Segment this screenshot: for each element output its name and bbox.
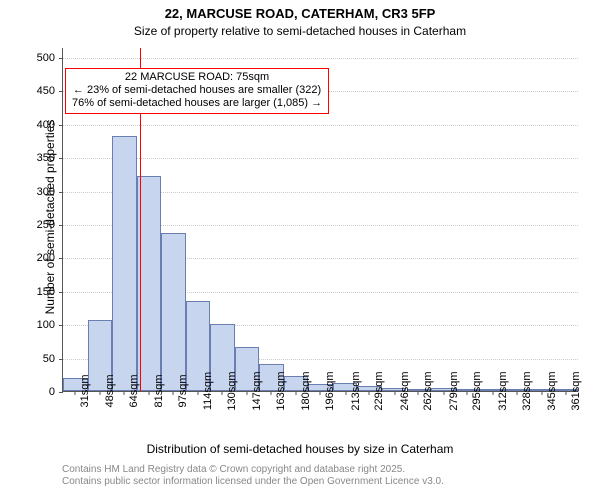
footer-attribution: Contains HM Land Registry data © Crown c… <box>62 464 444 488</box>
histogram-bar <box>161 233 186 391</box>
ytick-label: 450 <box>37 85 63 97</box>
histogram-bar <box>112 136 137 391</box>
xtick-label: 81sqm <box>149 374 165 407</box>
chart-subtitle: Size of property relative to semi-detach… <box>0 24 600 38</box>
xtick-label: 196sqm <box>320 371 336 410</box>
ytick-label: 350 <box>37 152 63 164</box>
ytick-label: 300 <box>37 186 63 198</box>
xtick-label: 262sqm <box>418 371 434 410</box>
ytick-label: 0 <box>49 386 63 398</box>
xtick-label: 312sqm <box>493 371 509 410</box>
annotation-line1: 22 MARCUSE ROAD: 75sqm <box>72 71 322 84</box>
xtick-label: 97sqm <box>173 374 189 407</box>
xtick-label: 163sqm <box>271 371 287 410</box>
xtick-label: 180sqm <box>296 371 312 410</box>
footer-line2: Contains public sector information licen… <box>62 476 444 488</box>
xtick-label: 213sqm <box>346 371 362 410</box>
xtick-label: 345sqm <box>542 371 558 410</box>
chart-container: 22, MARCUSE ROAD, CATERHAM, CR3 5FP Size… <box>0 0 600 500</box>
xtick-label: 279sqm <box>444 371 460 410</box>
ytick-label: 400 <box>37 119 63 131</box>
x-axis-label: Distribution of semi-detached houses by … <box>0 442 600 456</box>
footer-line1: Contains HM Land Registry data © Crown c… <box>62 464 444 476</box>
ytick-label: 500 <box>37 52 63 64</box>
ytick-label: 200 <box>37 252 63 264</box>
ytick-label: 100 <box>37 319 63 331</box>
xtick-label: 130sqm <box>222 371 238 410</box>
xtick-label: 361sqm <box>566 371 582 410</box>
xtick-label: 147sqm <box>247 371 263 410</box>
annotation-line3: 76% of semi-detached houses are larger (… <box>72 97 322 110</box>
xtick-label: 328sqm <box>517 371 533 410</box>
plot-area: 05010015020025030035040045050022 MARCUSE… <box>62 48 578 392</box>
xtick-label: 246sqm <box>395 371 411 410</box>
annotation-line2: ← 23% of semi-detached houses are smalle… <box>72 84 322 97</box>
xtick-label: 114sqm <box>198 372 214 410</box>
xtick-label: 295sqm <box>467 371 483 410</box>
xtick-label: 48sqm <box>100 374 116 407</box>
ytick-label: 50 <box>43 353 63 365</box>
chart-title: 22, MARCUSE ROAD, CATERHAM, CR3 5FP <box>0 6 600 21</box>
ytick-label: 250 <box>37 219 63 231</box>
xtick-label: 229sqm <box>369 371 385 410</box>
annotation-box: 22 MARCUSE ROAD: 75sqm← 23% of semi-deta… <box>65 68 329 114</box>
ytick-label: 150 <box>37 286 63 298</box>
xtick-label: 64sqm <box>124 374 140 407</box>
xtick-label: 31sqm <box>75 374 91 407</box>
